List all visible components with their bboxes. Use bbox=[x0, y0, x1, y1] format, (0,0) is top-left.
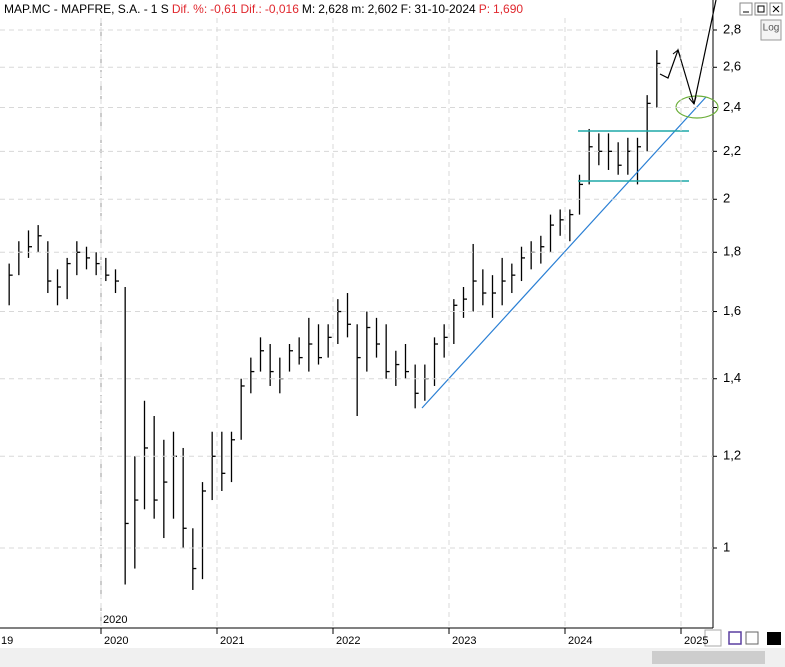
y-tick-label: 2,2 bbox=[723, 143, 741, 158]
stat-label: Dif.: bbox=[240, 2, 262, 16]
period: 1 S bbox=[150, 2, 169, 16]
price-bars bbox=[8, 50, 661, 590]
stat-value: -0,61 bbox=[210, 2, 238, 16]
x-tick-label: 2024 bbox=[568, 635, 592, 647]
stat-label: M: bbox=[301, 2, 316, 16]
arrow-head bbox=[688, 96, 697, 106]
maximize-button[interactable] bbox=[754, 2, 768, 16]
y-tick-label: 1,8 bbox=[723, 244, 741, 259]
x-tick-label: 2021 bbox=[220, 635, 244, 647]
drawings bbox=[421, 0, 719, 409]
stat-label: F: bbox=[400, 2, 412, 16]
icon bbox=[772, 5, 780, 13]
log-button[interactable] bbox=[760, 19, 782, 41]
stat-value: 1,690 bbox=[493, 2, 524, 16]
x-tick-label: 2025 bbox=[684, 635, 708, 647]
icon bbox=[757, 5, 765, 13]
window-buttons[interactable] bbox=[739, 2, 783, 16]
color-button[interactable] bbox=[767, 632, 781, 645]
target-ellipse bbox=[675, 95, 719, 119]
log-button-label[interactable]: Log bbox=[763, 23, 780, 34]
trend-line bbox=[421, 96, 707, 409]
stat-value: 2,628 bbox=[318, 2, 349, 16]
stat-label: Dif. %: bbox=[171, 2, 208, 16]
minimize-button[interactable] bbox=[739, 2, 753, 16]
scrollbar-track[interactable] bbox=[0, 648, 785, 667]
x-tick-label: 2023 bbox=[452, 635, 476, 647]
y-tick-label: 2,8 bbox=[723, 21, 741, 36]
symbol: MAP.MC - MAPFRE, S.A. - bbox=[4, 2, 148, 16]
y-tick-label: 1,4 bbox=[723, 370, 741, 385]
y-tick-label: 1 bbox=[723, 539, 730, 554]
x-tick-label: 19 bbox=[1, 635, 13, 647]
y-tick-label: 2,6 bbox=[723, 59, 741, 74]
y-tick-label: 2 bbox=[723, 191, 730, 206]
x-tick-label: 2020 bbox=[104, 635, 128, 647]
stat-value: 31-10-2024 bbox=[414, 2, 476, 16]
x-tick-label: 2022 bbox=[336, 635, 360, 647]
stat-label: P: bbox=[478, 2, 491, 16]
stat-label: m: bbox=[351, 2, 365, 16]
stat-value: 2,602 bbox=[367, 2, 398, 16]
separator-label: 2020 bbox=[103, 614, 127, 626]
scrollbar-thumb[interactable] bbox=[652, 651, 765, 664]
zoom-button[interactable] bbox=[704, 629, 722, 647]
y-tick-label: 2,4 bbox=[723, 99, 741, 114]
pin-button[interactable] bbox=[745, 631, 759, 645]
arrow-head bbox=[672, 49, 681, 57]
y-tick-label: 1,2 bbox=[723, 448, 741, 463]
save-button[interactable] bbox=[728, 631, 742, 645]
header: MAP.MC - MAPFRE, S.A. -1 S Dif. %: -0,61 Di… bbox=[0, 0, 527, 18]
y-tick-label: 1,6 bbox=[723, 303, 741, 318]
stat-value: -0,016 bbox=[264, 2, 299, 16]
